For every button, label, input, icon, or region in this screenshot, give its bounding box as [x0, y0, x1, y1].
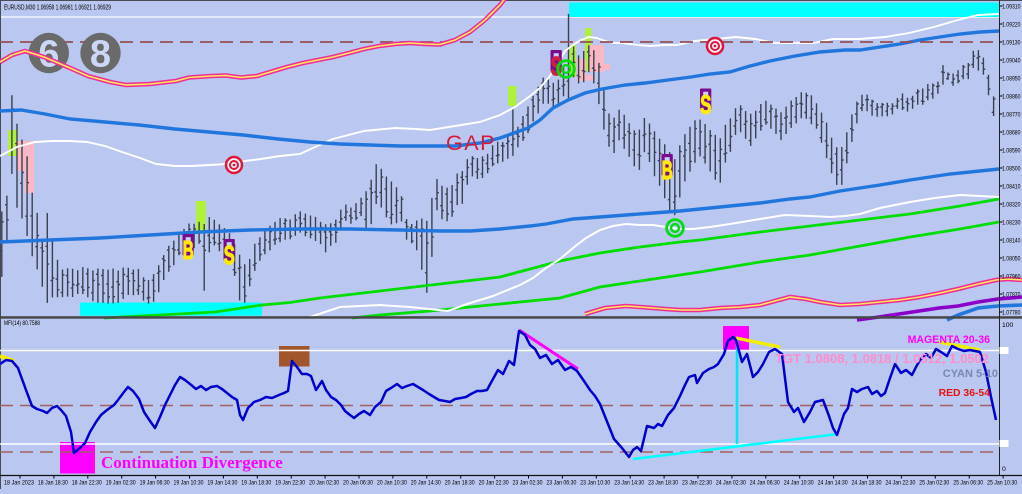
svg-text:19 Jan 18:30: 19 Jan 18:30 [241, 480, 271, 487]
svg-text:1.08770: 1.08770 [1002, 112, 1021, 119]
svg-text:20 Jan 06:30: 20 Jan 06:30 [343, 480, 373, 487]
svg-text:20 Jan 02:30: 20 Jan 02:30 [309, 480, 339, 487]
svg-text:1.08500: 1.08500 [1002, 166, 1021, 173]
svg-text:1.08050: 1.08050 [1002, 256, 1021, 263]
svg-text:1.08590: 1.08590 [1002, 148, 1021, 155]
svg-text:25 Jan 02:30: 25 Jan 02:30 [919, 480, 949, 487]
svg-text:TGT 1.0808, 1.0818 / 1.0512, 1: TGT 1.0808, 1.0818 / 1.0512, 1.0502 [775, 351, 989, 366]
svg-text:18 Jan 18:30: 18 Jan 18:30 [38, 480, 68, 487]
svg-text:24 Jan 10:30: 24 Jan 10:30 [784, 480, 814, 487]
svg-text:23 Jan 18:30: 23 Jan 18:30 [648, 480, 678, 487]
svg-text:S: S [700, 90, 711, 120]
svg-text:24 Jan 18:30: 24 Jan 18:30 [852, 480, 882, 487]
svg-text:B: B [183, 235, 194, 265]
svg-text:Continuation Divergence: Continuation Divergence [101, 453, 283, 472]
svg-text:1.09310: 1.09310 [1002, 4, 1021, 11]
svg-text:23 Jan 22:30: 23 Jan 22:30 [682, 480, 712, 487]
svg-text:EURUSD,M30 1.06958 1.06961 1.: EURUSD,M30 1.06958 1.06961 1.06921 1.069… [4, 5, 111, 12]
svg-text:6: 6 [38, 34, 59, 76]
svg-text:1.09220: 1.09220 [1002, 22, 1021, 29]
svg-text:1.08230: 1.08230 [1002, 220, 1021, 227]
svg-text:1.08860: 1.08860 [1002, 94, 1021, 101]
svg-text:1.08320: 1.08320 [1002, 202, 1021, 209]
svg-text:RED 36-54: RED 36-54 [939, 388, 991, 399]
svg-text:1.07960: 1.07960 [1002, 274, 1021, 281]
svg-text:100: 100 [1002, 322, 1014, 329]
svg-text:19 Jan 10:30: 19 Jan 10:30 [174, 480, 204, 487]
svg-text:1.08140: 1.08140 [1002, 238, 1021, 245]
svg-text:0: 0 [1002, 466, 1006, 473]
svg-text:25 Jan 10:30: 25 Jan 10:30 [987, 480, 1017, 487]
svg-text:24 Jan 06:30: 24 Jan 06:30 [750, 480, 780, 487]
svg-text:23 Jan 02:30: 23 Jan 02:30 [513, 480, 543, 487]
svg-text:24 Jan 02:30: 24 Jan 02:30 [716, 480, 746, 487]
svg-text:19 Jan 02:30: 19 Jan 02:30 [106, 480, 136, 487]
svg-text:MAGENTA 20-36: MAGENTA 20-36 [908, 334, 991, 346]
svg-text:18 Jan 22:30: 18 Jan 22:30 [72, 480, 102, 487]
svg-text:18 Jan 2023: 18 Jan 2023 [4, 480, 34, 487]
svg-text:23 Jan 14:30: 23 Jan 14:30 [614, 480, 644, 487]
svg-text:S: S [551, 51, 562, 81]
svg-text:1.08950: 1.08950 [1002, 76, 1021, 83]
svg-text:19 Jan 14:30: 19 Jan 14:30 [207, 480, 237, 487]
svg-text:23 Jan 10:30: 23 Jan 10:30 [580, 480, 610, 487]
svg-text:1.07780: 1.07780 [1002, 310, 1021, 317]
svg-text:20 Jan 22:30: 20 Jan 22:30 [479, 480, 509, 487]
svg-text:19 Jan 06:30: 19 Jan 06:30 [140, 480, 170, 487]
svg-text:B: B [662, 155, 673, 185]
svg-text:20 Jan 18:30: 20 Jan 18:30 [445, 480, 475, 487]
svg-text:20 Jan 10:30: 20 Jan 10:30 [377, 480, 407, 487]
svg-text:CYAN 5-10: CYAN 5-10 [943, 368, 998, 380]
svg-text:25 Jan 06:30: 25 Jan 06:30 [953, 480, 983, 487]
svg-text:1.09040: 1.09040 [1002, 58, 1021, 65]
svg-text:MFI(14) 80.7588: MFI(14) 80.7588 [4, 320, 40, 327]
svg-text:S: S [224, 240, 235, 270]
svg-text:1.08410: 1.08410 [1002, 184, 1021, 191]
svg-text:GAP: GAP [446, 131, 496, 155]
svg-text:24 Jan 14:30: 24 Jan 14:30 [818, 480, 848, 487]
svg-text:23 Jan 06:30: 23 Jan 06:30 [546, 480, 576, 487]
svg-text:24 Jan 22:30: 24 Jan 22:30 [885, 480, 915, 487]
svg-text:1.09130: 1.09130 [1002, 40, 1021, 47]
svg-text:1.07870: 1.07870 [1002, 292, 1021, 299]
svg-text:19 Jan 22:30: 19 Jan 22:30 [275, 480, 305, 487]
svg-text:1.08680: 1.08680 [1002, 130, 1021, 137]
svg-text:20 Jan 14:30: 20 Jan 14:30 [411, 480, 441, 487]
svg-text:8: 8 [90, 34, 111, 76]
